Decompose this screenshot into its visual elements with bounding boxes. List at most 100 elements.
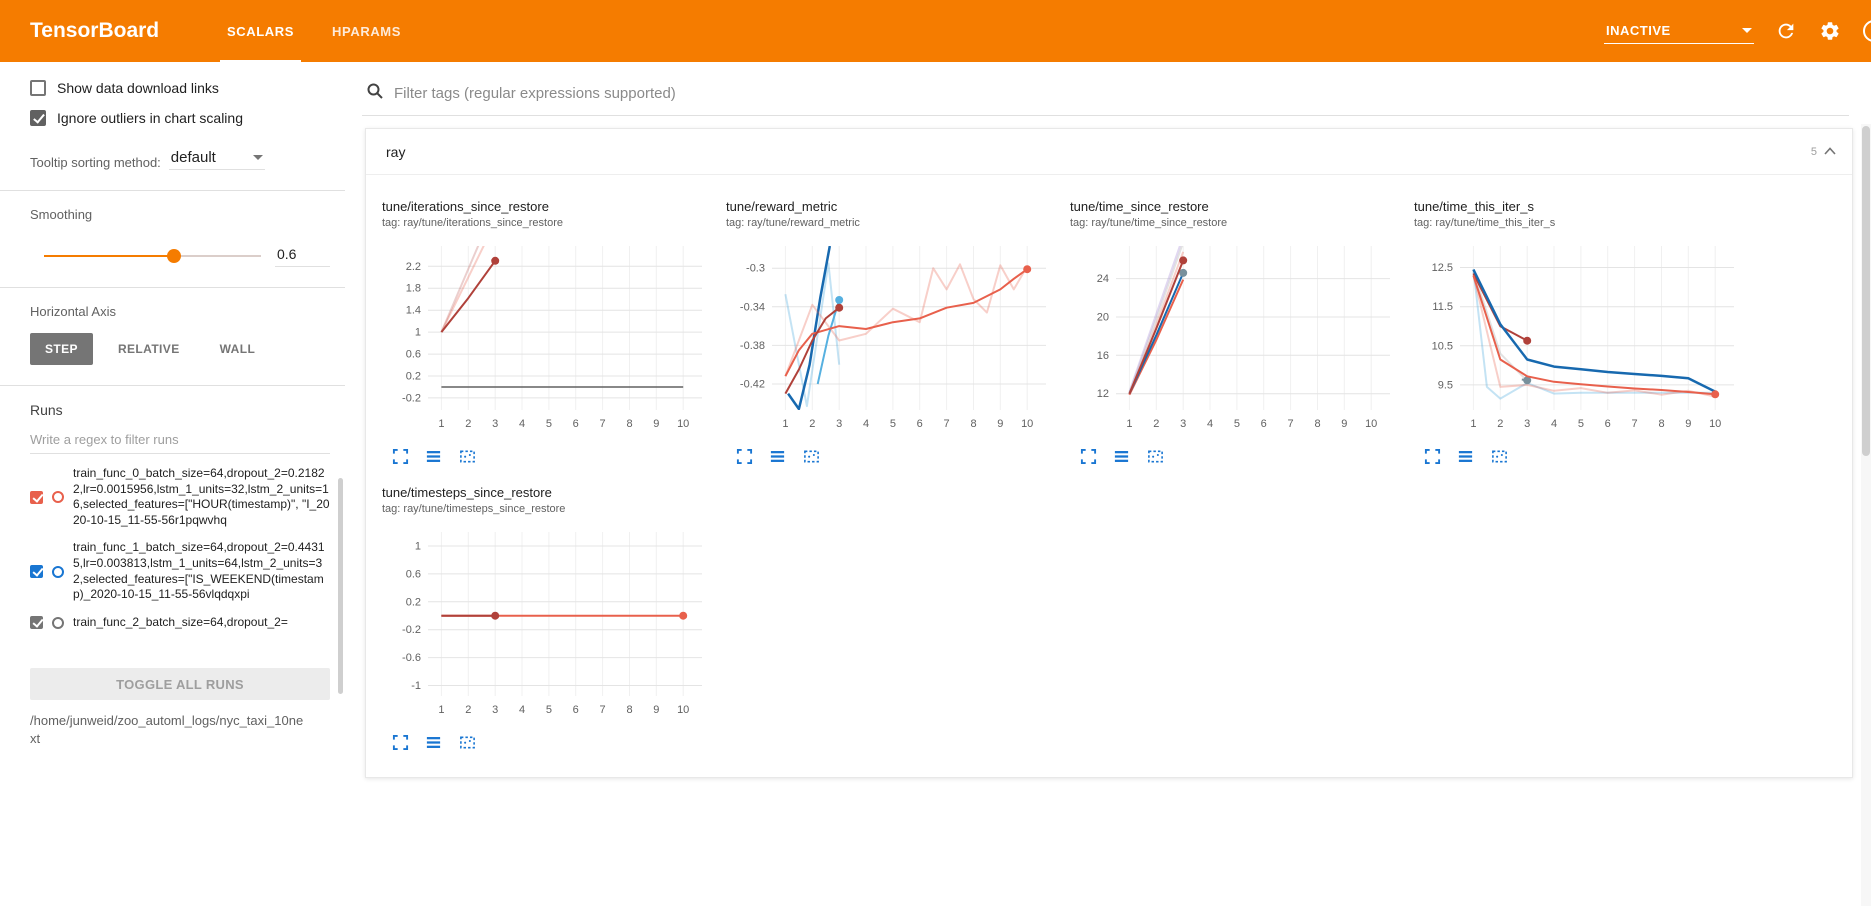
run-checkbox[interactable] bbox=[30, 565, 43, 579]
run-checkbox[interactable] bbox=[30, 490, 43, 504]
run-checkbox[interactable] bbox=[30, 616, 43, 630]
search-icon bbox=[366, 82, 384, 105]
expand-chart-icon[interactable] bbox=[392, 734, 409, 751]
svg-text:-0.34: -0.34 bbox=[740, 301, 765, 313]
chart-plot[interactable]: 1 2 3 4 5 6 7 8 9 10 -1 -0.6 -0.2 0.2 0.6 1 bbox=[382, 524, 712, 722]
smoothing-value-input[interactable]: 0.6 bbox=[275, 244, 330, 267]
chart-card: tune/reward_metric tag: ray/tune/reward_m… bbox=[726, 199, 1058, 465]
sidebar-scrollbar[interactable] bbox=[338, 478, 343, 694]
svg-text:5: 5 bbox=[546, 418, 552, 430]
svg-text:5: 5 bbox=[1234, 418, 1240, 430]
svg-text:1: 1 bbox=[782, 418, 788, 430]
run-selector-icon[interactable] bbox=[769, 448, 786, 465]
svg-text:9: 9 bbox=[997, 418, 1003, 430]
tooltip-sorting-dropdown[interactable]: default bbox=[168, 148, 265, 170]
smoothing-label: Smoothing bbox=[30, 207, 93, 222]
svg-text:-0.2: -0.2 bbox=[402, 392, 421, 404]
svg-text:20: 20 bbox=[1097, 312, 1109, 324]
svg-text:3: 3 bbox=[1524, 418, 1530, 430]
svg-text:0.6: 0.6 bbox=[406, 568, 421, 580]
svg-text:2.2: 2.2 bbox=[406, 261, 421, 273]
ignore-outliers-checkbox[interactable] bbox=[30, 110, 46, 126]
svg-text:3: 3 bbox=[492, 418, 498, 430]
axis-step-button[interactable]: STEP bbox=[30, 333, 93, 365]
expand-chart-icon[interactable] bbox=[1080, 448, 1097, 465]
tag-filter-input[interactable] bbox=[394, 85, 1845, 102]
tag-filter-row bbox=[362, 76, 1849, 116]
run-selector-icon[interactable] bbox=[1457, 448, 1474, 465]
fit-domain-icon[interactable] bbox=[1490, 448, 1509, 465]
fit-domain-icon[interactable] bbox=[458, 448, 477, 465]
tab-hparams[interactable]: HPARAMS bbox=[332, 23, 402, 39]
horizontal-axis-buttons: STEP RELATIVE WALL bbox=[30, 333, 330, 365]
chart-tag: tag: ray/tune/time_this_iter_s bbox=[1414, 217, 1556, 229]
expand-chart-icon[interactable] bbox=[392, 448, 409, 465]
svg-text:24: 24 bbox=[1097, 273, 1109, 285]
run-solo-radio[interactable] bbox=[52, 491, 64, 504]
chart-toolbar bbox=[1414, 448, 1746, 465]
log-directory-path: /home/junweid/zoo_automl_logs/nyc_taxi_1… bbox=[30, 713, 304, 746]
svg-text:8: 8 bbox=[626, 418, 632, 430]
run-selector-icon[interactable] bbox=[1113, 448, 1130, 465]
chevron-up-icon[interactable] bbox=[1824, 146, 1836, 158]
toggle-all-runs-button[interactable]: TOGGLE ALL RUNS bbox=[30, 668, 330, 700]
run-solo-radio[interactable] bbox=[52, 565, 64, 578]
reload-status-dropdown[interactable]: INACTIVE bbox=[1604, 18, 1754, 44]
tab-scalars[interactable]: SCALARS bbox=[208, 0, 313, 62]
svg-text:12.5: 12.5 bbox=[1432, 262, 1453, 274]
svg-text:-1: -1 bbox=[411, 680, 421, 692]
svg-text:3: 3 bbox=[492, 704, 498, 716]
expand-chart-icon[interactable] bbox=[736, 448, 753, 465]
svg-text:2: 2 bbox=[1497, 418, 1503, 430]
expand-chart-icon[interactable] bbox=[1424, 448, 1441, 465]
main-scrollbar[interactable] bbox=[1861, 124, 1871, 906]
ignore-outliers-checkbox-row[interactable]: Ignore outliers in chart scaling bbox=[30, 110, 330, 126]
svg-text:11.5: 11.5 bbox=[1432, 301, 1453, 313]
run-solo-radio[interactable] bbox=[52, 616, 64, 629]
tag-group-title: ray bbox=[386, 143, 406, 160]
axis-wall-button[interactable]: WALL bbox=[205, 333, 271, 365]
chart-plot[interactable]: 1 2 3 4 5 6 7 8 9 10 -0.42 -0.38 -0.34 -0.3 bbox=[726, 238, 1056, 436]
axis-relative-button[interactable]: RELATIVE bbox=[103, 333, 195, 365]
svg-text:7: 7 bbox=[1288, 418, 1294, 430]
chart-plot[interactable]: 1 2 3 4 5 6 7 8 9 10 -0.2 0.2 0.6 1 1.4 1.8 2.2 bbox=[382, 238, 712, 436]
svg-text:8: 8 bbox=[626, 704, 632, 716]
svg-text:0.6: 0.6 bbox=[406, 349, 421, 361]
chart-card: tune/timesteps_since_restore tag: ray/tun… bbox=[382, 485, 714, 751]
settings-gear-icon[interactable] bbox=[1818, 19, 1842, 43]
help-icon[interactable]: ? bbox=[1862, 19, 1871, 43]
fit-domain-icon[interactable] bbox=[1146, 448, 1165, 465]
svg-text:1: 1 bbox=[415, 327, 421, 339]
runs-filter-input[interactable] bbox=[30, 426, 330, 454]
svg-text:-0.6: -0.6 bbox=[402, 652, 421, 664]
show-download-links-checkbox-row[interactable]: Show data download links bbox=[30, 80, 330, 96]
svg-text:7: 7 bbox=[600, 704, 606, 716]
show-download-links-checkbox[interactable] bbox=[30, 80, 46, 96]
svg-text:9: 9 bbox=[653, 418, 659, 430]
svg-text:1: 1 bbox=[415, 541, 421, 553]
chart-tag: tag: ray/tune/time_since_restore bbox=[1070, 217, 1228, 229]
svg-text:9: 9 bbox=[653, 704, 659, 716]
refresh-icon[interactable] bbox=[1774, 19, 1798, 43]
scrollbar-thumb[interactable] bbox=[1862, 126, 1870, 456]
svg-text:10: 10 bbox=[677, 704, 689, 716]
checkbox-label: Ignore outliers in chart scaling bbox=[57, 110, 243, 126]
reload-status-label: INACTIVE bbox=[1606, 23, 1671, 38]
tag-group-header[interactable]: ray 5 bbox=[366, 129, 1852, 175]
smoothing-slider[interactable] bbox=[44, 248, 261, 263]
run-selector-icon[interactable] bbox=[425, 734, 442, 751]
svg-text:6: 6 bbox=[917, 418, 923, 430]
runs-section-label: Runs bbox=[30, 402, 63, 418]
app-title: TensorBoard bbox=[30, 19, 160, 42]
fit-domain-icon[interactable] bbox=[458, 734, 477, 751]
svg-text:5: 5 bbox=[546, 704, 552, 716]
chart-toolbar bbox=[726, 448, 1058, 465]
chart-plot[interactable]: 1 2 3 4 5 6 7 8 9 10 9.5 10.5 11.5 12.5 bbox=[1414, 238, 1744, 436]
chart-toolbar bbox=[382, 734, 714, 751]
run-name: train_func_2_batch_size=64,dropout_2= bbox=[73, 614, 288, 629]
svg-text:4: 4 bbox=[863, 418, 869, 430]
run-selector-icon[interactable] bbox=[425, 448, 442, 465]
fit-domain-icon[interactable] bbox=[802, 448, 821, 465]
slider-thumb[interactable] bbox=[167, 248, 182, 263]
